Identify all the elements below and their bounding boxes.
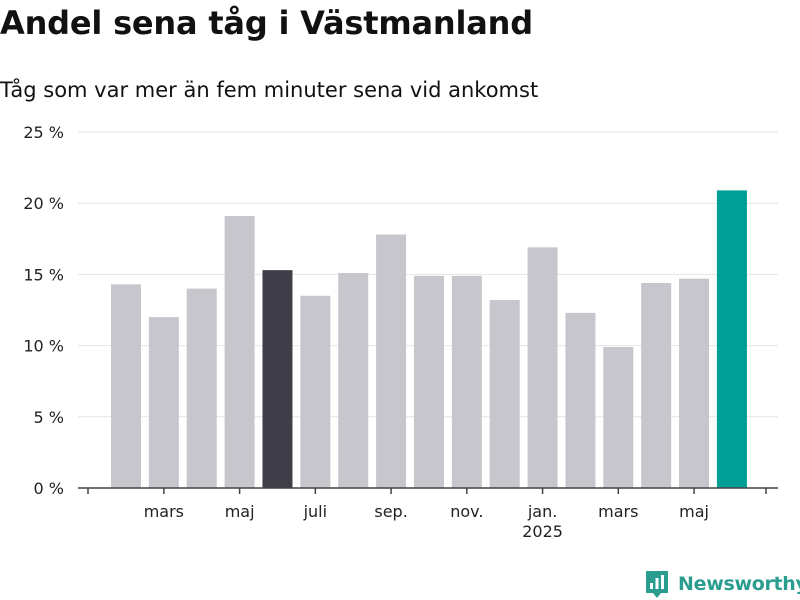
x-tick-label: juli xyxy=(303,502,327,521)
bars xyxy=(111,190,747,489)
bar-2024-08 xyxy=(338,272,369,488)
chart-subtitle: Tåg som var mer än fem minuter sena vid … xyxy=(0,78,539,102)
bar-2025-05 xyxy=(679,278,710,488)
x-tick-label: maj xyxy=(679,502,709,521)
y-tick-label: 5 % xyxy=(34,408,64,427)
brand-logo: Newsworthy xyxy=(644,568,800,600)
bar-2024-07 xyxy=(300,295,331,488)
y-axis-ticks: 0 % 5 % 10 % 15 % 20 % 25 % xyxy=(23,123,64,498)
bar-2024-10 xyxy=(413,275,444,488)
brand-name: Newsworthy xyxy=(678,573,800,595)
y-tick-label: 20 % xyxy=(23,194,64,213)
y-tick-label: 25 % xyxy=(23,123,64,142)
y-tick-label: 10 % xyxy=(23,337,64,356)
x-tick-year-label: 2025 xyxy=(522,522,563,541)
bar-2024-11 xyxy=(451,275,482,488)
bar-2025-04 xyxy=(641,282,672,488)
x-tick-label: mars xyxy=(144,502,184,521)
bar-2024-09 xyxy=(376,234,407,488)
bar-2024-05 xyxy=(224,216,255,489)
x-tick-label: jan. xyxy=(527,502,557,521)
bar-2024-03 xyxy=(148,317,179,488)
bar-2025-06 xyxy=(716,190,747,488)
bar-2025-03 xyxy=(603,347,634,488)
x-axis xyxy=(78,487,778,494)
bar-chart: 0 % 5 % 10 % 15 % 20 % 25 % mars maj juli sep. no… xyxy=(23,123,778,541)
newsworthy-logo-icon xyxy=(644,569,670,599)
x-tick-label: sep. xyxy=(374,502,407,521)
bar-2025-02 xyxy=(565,312,596,488)
y-tick-label: 0 % xyxy=(34,479,64,498)
x-axis-ticks: mars maj juli sep. nov. jan.2025 mars maj xyxy=(144,502,709,541)
chart-title: Andel sena tåg i Västmanland xyxy=(0,4,533,42)
bar-2024-12 xyxy=(489,300,520,488)
x-tick-label: nov. xyxy=(450,502,483,521)
x-tick-label: mars xyxy=(598,502,638,521)
bar-2024-06 xyxy=(262,270,293,488)
bar-2025-01 xyxy=(527,247,558,488)
y-tick-label: 15 % xyxy=(23,265,64,284)
bar-2024-04 xyxy=(186,288,217,488)
bar-2024-02 xyxy=(111,284,141,488)
x-tick-label: maj xyxy=(225,502,255,521)
